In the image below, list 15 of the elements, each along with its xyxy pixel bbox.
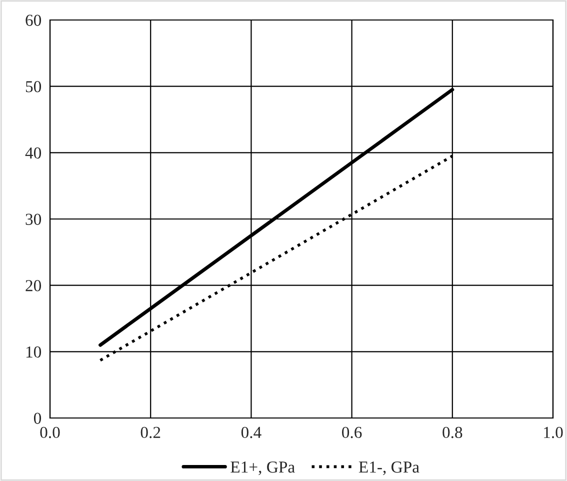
- legend-label: E1-, GPa: [358, 461, 420, 476]
- y-tick-label: 60: [26, 14, 42, 26]
- y-tick-label: 40: [25, 147, 42, 159]
- y-tick-label: 50: [26, 81, 42, 92]
- x-tick-label: 0.2: [140, 426, 160, 438]
- x-tick-label: 1.0: [544, 426, 563, 438]
- y-tick-label: 10: [26, 346, 42, 358]
- x-tick-label: 0.8: [442, 426, 462, 438]
- x-tick-label: 0.0: [40, 426, 60, 438]
- legend-label: E1+, GPa: [230, 461, 295, 476]
- y-tick-label: 0: [34, 412, 42, 424]
- y-tick-label: 20: [26, 280, 42, 292]
- x-tick-label: 0.4: [241, 426, 262, 438]
- y-tick-label: 30: [26, 214, 42, 225]
- x-tick-label: 0.6: [342, 426, 362, 438]
